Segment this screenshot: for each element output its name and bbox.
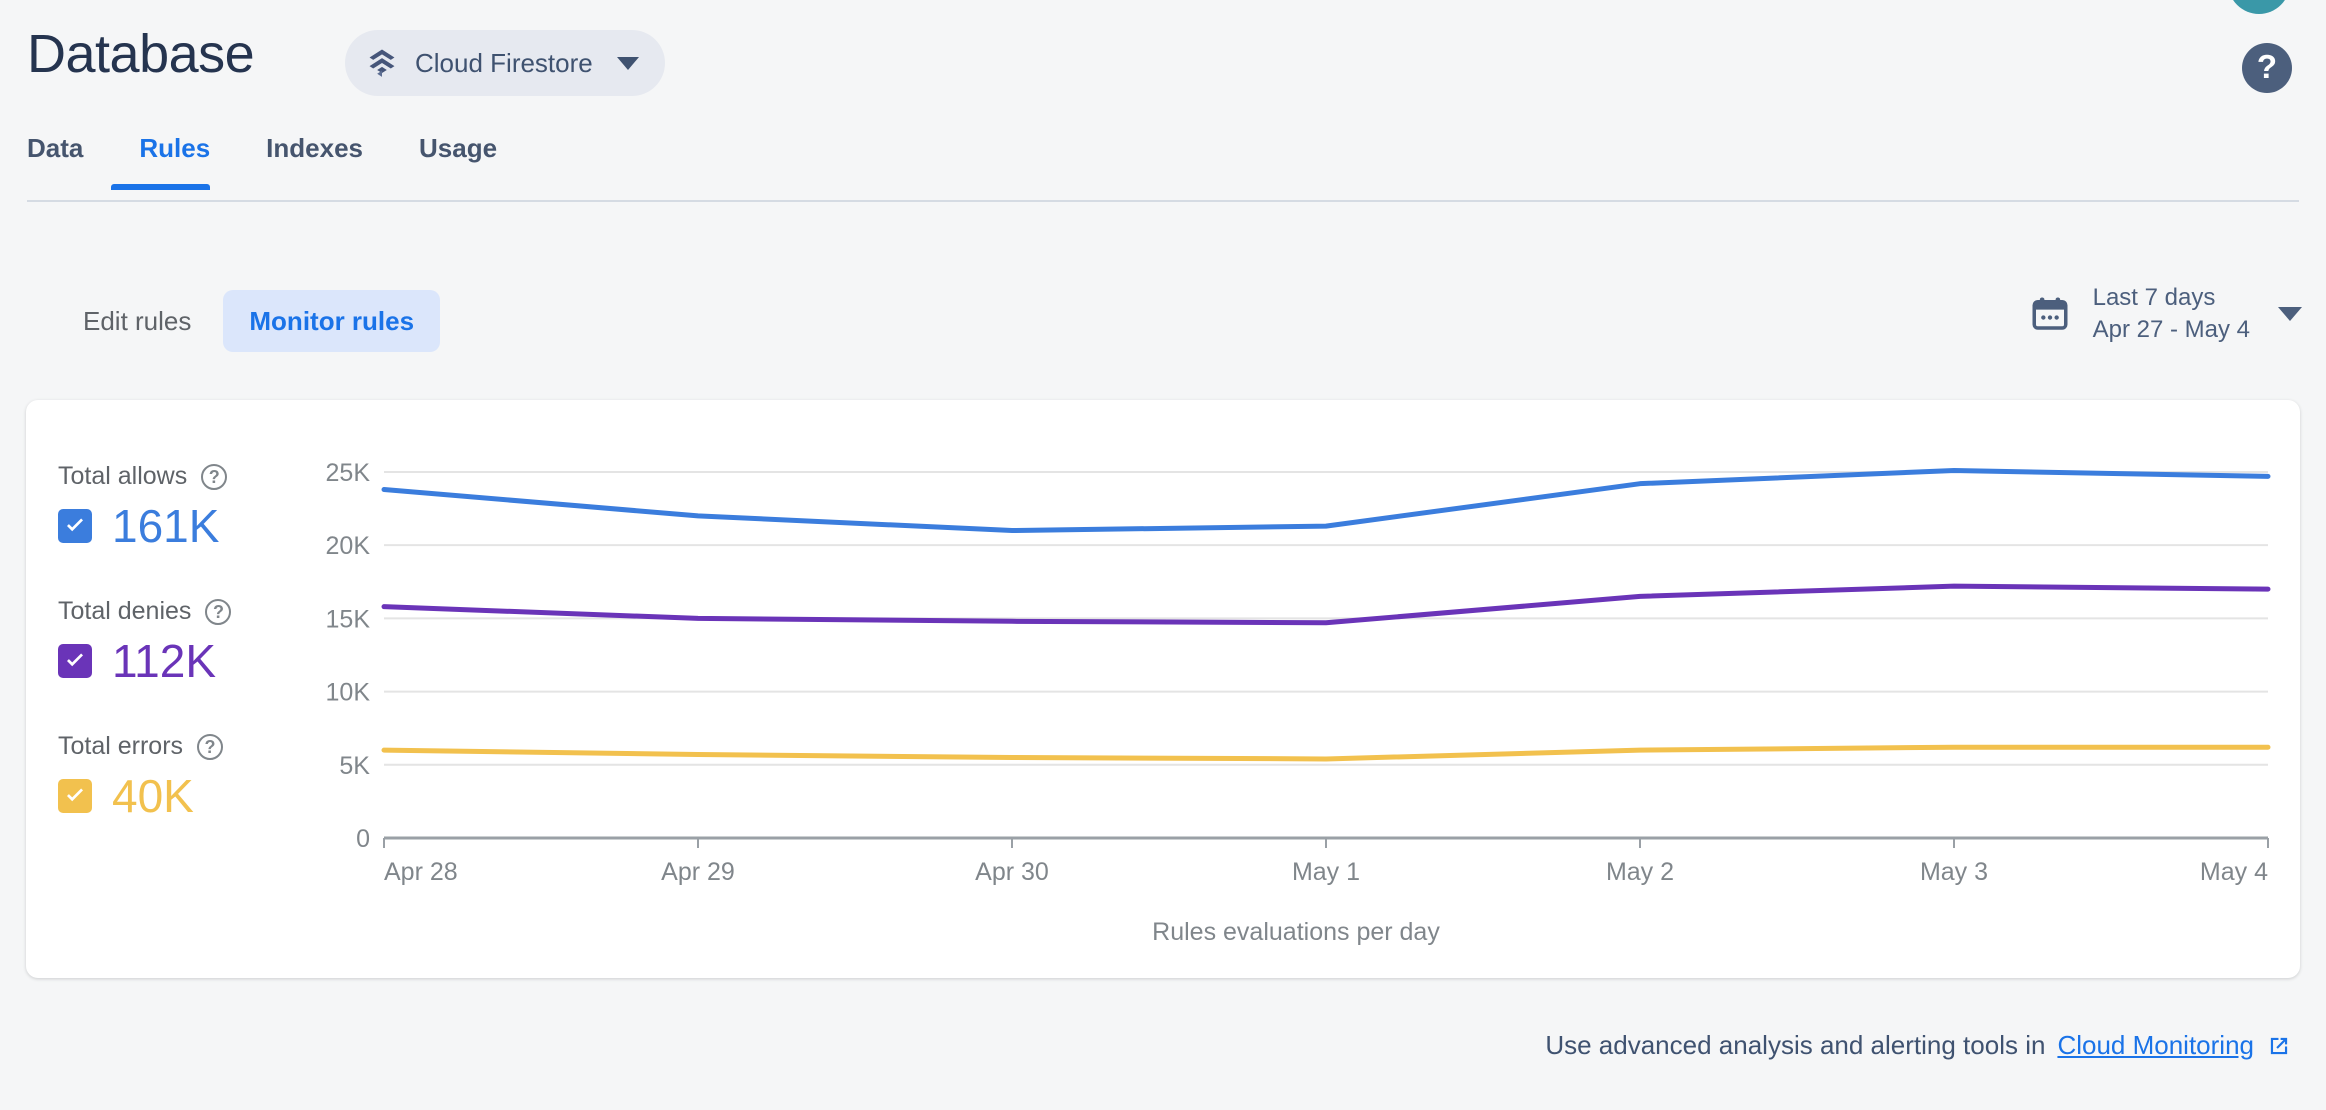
tab-rules[interactable]: Rules — [111, 133, 238, 190]
svg-text:May 1: May 1 — [1292, 858, 1360, 886]
tab-indexes-label: Indexes — [266, 133, 363, 163]
svg-text:5K: 5K — [339, 752, 370, 780]
svg-text:20K: 20K — [326, 532, 371, 560]
tab-usage[interactable]: Usage — [391, 133, 525, 190]
legend-head: Total allows ? — [58, 462, 308, 491]
rules-toolbar: Edit rules Monitor rules Last 7 days — [0, 284, 2326, 380]
page-header: Database Cloud Firestore ? — [0, 0, 2326, 200]
date-range-secondary: Apr 27 - May 4 — [2092, 316, 2250, 343]
cloud-monitoring-link[interactable]: Cloud Monitoring — [2057, 1030, 2254, 1060]
checkbox-total-denies[interactable] — [58, 644, 92, 678]
legend-item-total-allows: Total allows ? 161K — [58, 462, 308, 549]
checkbox-total-allows[interactable] — [58, 509, 92, 543]
help-icon-total-denies[interactable]: ? — [205, 598, 232, 625]
legend-item-total-errors: Total errors ? 40K — [58, 732, 308, 819]
legend-head: Total errors ? — [58, 732, 308, 761]
svg-text:10K: 10K — [326, 679, 371, 707]
legend-head: Total denies ? — [58, 597, 308, 626]
rules-evaluations-chart: 0 5K 10K 15K 20K 25K Apr 28 Apr 29 Apr 30 May 1 Ma… — [316, 440, 2276, 910]
database-selector-label: Cloud Firestore — [415, 47, 593, 78]
help-button[interactable]: ? — [2242, 43, 2292, 93]
calendar-icon — [2029, 293, 2071, 335]
svg-text:Apr 29: Apr 29 — [661, 858, 735, 886]
chart-caption: Rules evaluations per day — [1152, 918, 1440, 946]
footer-text: Use advanced analysis and alerting tools… — [1545, 1030, 2046, 1060]
database-selector-chip[interactable]: Cloud Firestore — [345, 30, 665, 96]
tab-data-label: Data — [27, 133, 84, 163]
firestore-icon — [365, 46, 399, 80]
legend-value-row: 112K — [58, 638, 308, 684]
tab-bar: Data Rules Indexes Usage — [27, 133, 525, 190]
legend-value-total-denies: 112K — [112, 635, 217, 687]
date-range-primary: Last 7 days — [2092, 284, 2216, 311]
rules-metrics-card: Total allows ? 161K Total denies ? — [26, 400, 2300, 978]
chevron-down-icon — [616, 56, 639, 70]
help-icon-total-errors[interactable]: ? — [197, 733, 224, 760]
page-title: Database — [27, 24, 255, 84]
legend-label-total-errors: Total errors — [58, 732, 184, 760]
svg-text:15K: 15K — [326, 605, 371, 633]
svg-text:25K: 25K — [326, 459, 371, 487]
svg-text:May 2: May 2 — [1606, 858, 1674, 886]
monitor-rules-button[interactable]: Monitor rules — [223, 290, 441, 352]
tab-indexes[interactable]: Indexes — [238, 133, 391, 190]
svg-text:Apr 30: Apr 30 — [975, 858, 1049, 886]
legend-value-row: 40K — [58, 773, 308, 819]
legend-label-total-denies: Total denies — [58, 597, 192, 625]
chevron-down-icon — [2278, 307, 2302, 321]
legend-value-total-allows: 161K — [112, 500, 220, 552]
question-mark-icon: ? — [2256, 48, 2278, 85]
date-range-text: Last 7 days Apr 27 - May 4 — [2093, 282, 2250, 346]
svg-text:Apr 28: Apr 28 — [384, 858, 458, 886]
tab-data[interactable]: Data — [27, 133, 111, 190]
svg-text:May 3: May 3 — [1920, 858, 1988, 886]
chart-legend: Total allows ? 161K Total denies ? — [58, 462, 308, 819]
svg-text:May 4: May 4 — [2200, 858, 2268, 886]
date-range-picker[interactable]: Last 7 days Apr 27 - May 4 — [2029, 282, 2302, 346]
footer-note: Use advanced analysis and alerting tools… — [1545, 1030, 2292, 1061]
monitor-rules-label: Monitor rules — [249, 305, 415, 336]
legend-label-total-allows: Total allows — [58, 462, 188, 490]
legend-item-total-denies: Total denies ? 112K — [58, 597, 308, 684]
edit-rules-label: Edit rules — [83, 305, 192, 336]
tab-rules-label: Rules — [139, 133, 211, 163]
legend-value-total-errors: 40K — [112, 770, 194, 822]
legend-value-row: 161K — [58, 503, 308, 549]
help-icon-total-allows[interactable]: ? — [201, 463, 228, 490]
svg-text:0: 0 — [356, 825, 370, 853]
checkbox-total-errors[interactable] — [58, 779, 92, 813]
tab-divider — [27, 200, 2299, 202]
tab-usage-label: Usage — [419, 133, 498, 163]
external-link-icon[interactable] — [2266, 1033, 2292, 1059]
edit-rules-button[interactable]: Edit rules — [57, 290, 217, 352]
rules-mode-switch: Edit rules Monitor rules — [57, 290, 441, 352]
